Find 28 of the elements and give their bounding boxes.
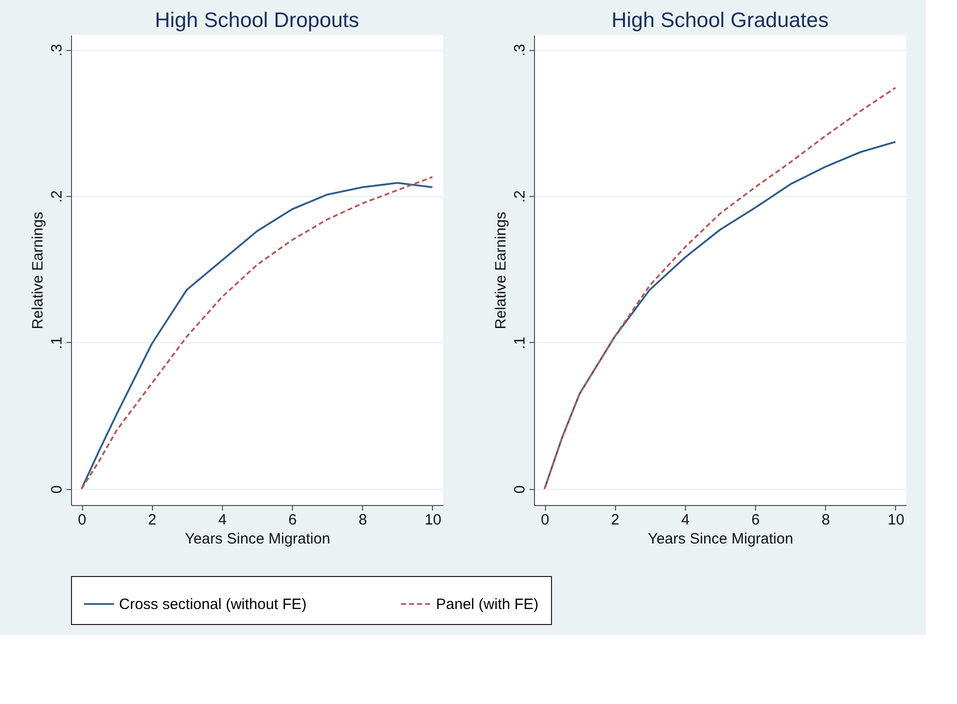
chart-title: High School Graduates	[611, 9, 829, 32]
x-tick-label: 6	[751, 512, 760, 528]
x-axis-title: Years Since Migration	[648, 530, 794, 548]
y-tick-label: .3	[512, 44, 528, 56]
x-tick-label: 2	[611, 512, 620, 528]
x-tick-label: 8	[358, 512, 367, 528]
x-tick-label: 8	[822, 512, 830, 528]
y-tick-label: 0	[512, 485, 528, 494]
y-tick-label: .3	[48, 44, 66, 56]
y-tick-label: .1	[512, 336, 528, 350]
x-tick-label: 6	[288, 512, 297, 528]
y-tick-label: .2	[512, 190, 528, 203]
y-tick-label: .1	[48, 336, 66, 350]
y-tick-label: .2	[48, 190, 66, 203]
x-tick-label: 10	[424, 512, 442, 528]
x-tick-label: 4	[681, 512, 690, 528]
y-tick-label: 0	[48, 485, 66, 494]
legend-label: Panel (with FE)	[436, 596, 539, 613]
legend-label: Cross sectional (without FE)	[119, 596, 307, 613]
y-axis-title: Relative Earnings	[30, 212, 46, 330]
x-tick-label: 0	[540, 512, 550, 528]
x-tick-label: 2	[148, 512, 156, 528]
chart-title: High School Dropouts	[154, 9, 360, 32]
y-axis-title: Relative Earnings	[492, 212, 510, 330]
x-tick-label: 10	[888, 512, 904, 528]
x-tick-label: 4	[218, 512, 227, 528]
x-tick-label: 0	[78, 512, 86, 528]
x-axis-title: Years Since Migration	[184, 530, 330, 548]
